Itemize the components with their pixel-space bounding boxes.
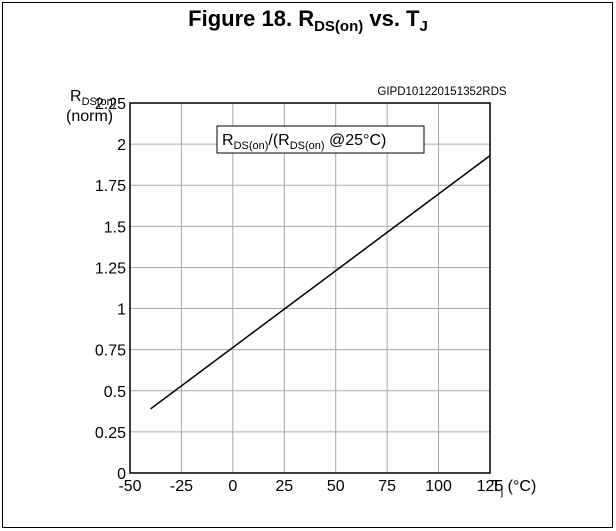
y-tick-label: 0	[117, 466, 126, 483]
y-tick-label: 1	[117, 302, 126, 319]
figure-title: Figure 18. RDS(on) vs. TJ	[0, 6, 616, 35]
legend-box: RDS(on)/(RDS(on) @25°C)	[216, 125, 425, 154]
x-axis-label-main: T	[491, 478, 501, 495]
x-tick-labels: -50 -25 0 25 50 75 100 125	[118, 478, 503, 495]
legend-p3: @25°C)	[325, 132, 387, 149]
y-axis-label-sub: DS(on)	[82, 96, 117, 108]
y-tick-label: 1.25	[95, 260, 126, 277]
y-axis-unit: (norm)	[66, 108, 113, 125]
y-tick-label: 0.25	[95, 425, 126, 442]
legend-p1: R	[222, 132, 234, 149]
x-tick-label: 100	[425, 478, 452, 495]
x-tick-label: -25	[170, 478, 193, 495]
chart-code: GIPD101220151352RDS	[377, 86, 506, 98]
legend-border	[216, 125, 425, 154]
y-tick-label: 2	[117, 137, 126, 154]
legend-s2: DS(on)	[290, 140, 325, 152]
plot-border	[129, 102, 491, 474]
x-axis-label-unit: (°C)	[503, 478, 536, 495]
x-tick-label: -50	[118, 478, 141, 495]
x-tick-label: 125	[477, 478, 504, 495]
x-tick-label: 50	[327, 478, 345, 495]
y-tick-label: 0.75	[95, 343, 126, 360]
x-tick-label: 75	[378, 478, 396, 495]
series-group	[150, 154, 491, 410]
grid	[129, 102, 491, 474]
y-tick-label: 2.25	[95, 96, 126, 113]
y-tick-labels: 0 0.25 0.5 0.75 1 1.25 1.5 1.75 2 2.25	[95, 96, 126, 483]
title-subscript-dson: DS(on)	[314, 18, 364, 35]
y-tick-label: 1.75	[95, 178, 126, 195]
y-tick-label: 1.5	[104, 219, 126, 236]
x-axis-label-sub: j	[500, 486, 503, 498]
title-mid: vs. T	[363, 6, 420, 31]
x-tick-label: 0	[228, 478, 237, 495]
series-line-0	[150, 154, 491, 410]
y-tick-label: 0.5	[104, 384, 126, 401]
y-axis-label: RDS(on)	[70, 88, 116, 108]
title-subscript-j: J	[419, 18, 428, 35]
legend-p2: /(R	[268, 132, 289, 149]
legend-s1: DS(on)	[234, 140, 269, 152]
y-axis-label-main: R	[70, 88, 82, 105]
legend-text: RDS(on)/(RDS(on) @25°C)	[222, 132, 386, 152]
title-prefix: Figure 18. R	[188, 6, 315, 31]
x-tick-label: 25	[275, 478, 293, 495]
x-axis-label: Tj (°C)	[491, 478, 536, 498]
